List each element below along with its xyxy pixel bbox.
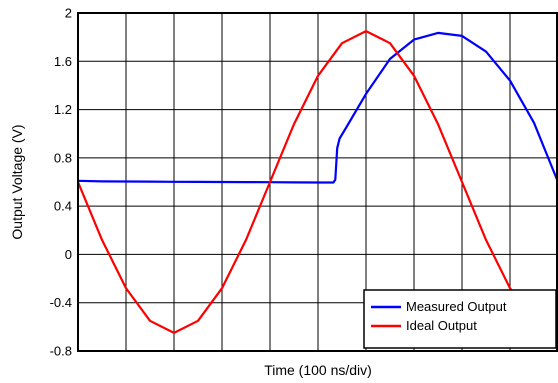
y-tick-label: 1.2 — [54, 102, 72, 117]
y-axis-label: Output Voltage (V) — [9, 124, 25, 239]
legend: Measured Output Ideal Output — [363, 289, 557, 349]
legend-label-measured-output: Measured Output — [406, 299, 507, 314]
plot-frame — [77, 12, 558, 352]
y-tick-label: 2 — [65, 6, 72, 21]
y-tick-label: -0.8 — [50, 344, 72, 359]
series-line-measured-output — [78, 31, 558, 184]
y-tick-label: -0.4 — [50, 295, 72, 310]
legend-box — [363, 289, 557, 349]
y-tick-label: 0.4 — [54, 199, 72, 214]
x-axis-label: Time (100 ns/div) — [264, 362, 372, 378]
legend-label-ideal-output: Ideal Output — [406, 318, 477, 333]
y-tick-label: 1.6 — [54, 54, 72, 69]
y-tick-labels: 2 1.6 1.2 0.8 0.4 0 -0.4 -0.8 — [50, 6, 72, 359]
series-line-ideal-output — [78, 30, 558, 334]
y-tick-label: 0.8 — [54, 150, 72, 165]
y-tick-label: 0 — [65, 247, 72, 262]
